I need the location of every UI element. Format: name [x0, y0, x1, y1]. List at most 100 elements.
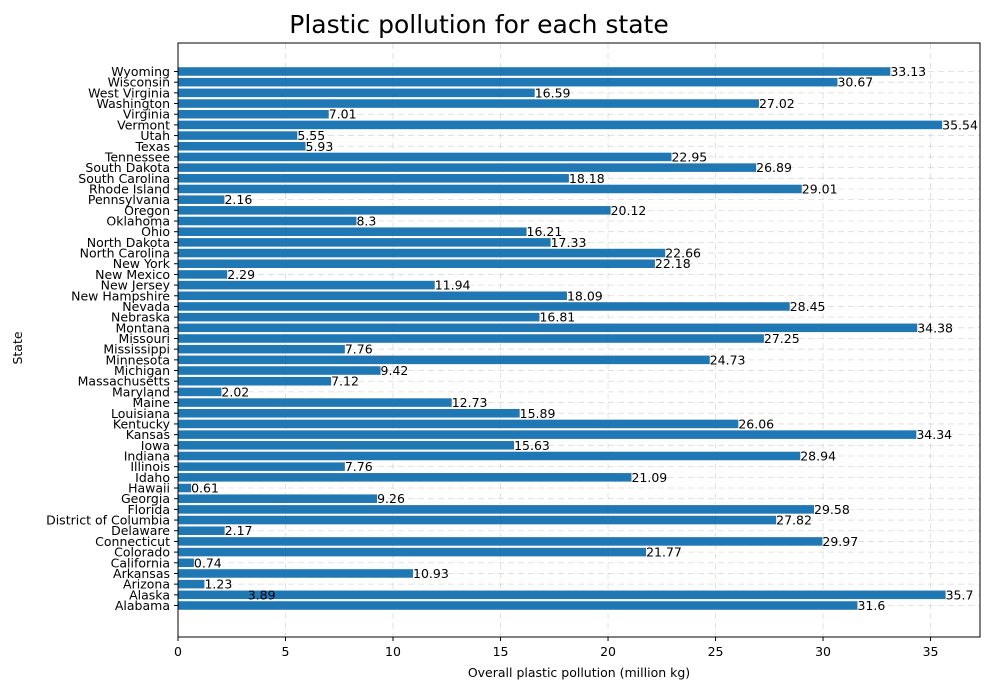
bar [178, 184, 802, 194]
y-tick-label: Rhode Island [89, 181, 170, 196]
data-label: 27.82 [776, 513, 812, 528]
data-label: 11.94 [435, 278, 471, 293]
data-label: 8.3 [356, 214, 376, 229]
data-label: 35.7 [946, 587, 974, 602]
y-tick-label: Utah [140, 128, 170, 143]
x-tick-label: 5 [282, 644, 290, 659]
bar [178, 408, 520, 418]
bar [178, 473, 632, 482]
data-label: 30.67 [837, 75, 873, 90]
data-label: 31.6 [857, 598, 885, 613]
y-tick-label: West Virginia [88, 85, 170, 100]
bar [178, 323, 918, 333]
bar [178, 206, 611, 215]
y-tick-label: New Hampshire [71, 288, 170, 303]
data-label: 7.76 [345, 342, 373, 357]
bar [178, 280, 435, 290]
data-label: 26.06 [738, 416, 774, 431]
y-tick-label: Iowa [141, 438, 170, 453]
y-tick-label: Tennessee [104, 149, 170, 164]
y-tick-label: Alabama [115, 598, 170, 613]
bar [178, 344, 345, 354]
plot-frame [177, 42, 981, 638]
y-tick-label: South Dakota [85, 160, 170, 175]
y-axis-label: State [10, 331, 25, 364]
bar [178, 216, 357, 226]
bar [178, 494, 378, 503]
data-label: 27.02 [759, 96, 795, 111]
data-label: 7.01 [329, 107, 357, 122]
bar [178, 462, 345, 471]
y-tick-label: South Carolina [78, 171, 170, 186]
data-label: 28.45 [790, 299, 826, 314]
data-label: 2.02 [221, 384, 249, 399]
y-tick-label: Ohio [141, 224, 170, 239]
y-tick-label: North Carolina [80, 246, 170, 261]
x-tick-label: 10 [385, 644, 401, 659]
bar [178, 558, 194, 568]
y-tick-label: New Mexico [95, 267, 170, 282]
bar [178, 387, 222, 397]
y-tick-label: Maryland [112, 384, 170, 399]
y-tick-label: Kentucky [113, 416, 171, 431]
bar [178, 227, 527, 236]
data-label: 29.58 [814, 502, 850, 517]
y-tick-label: North Dakota [87, 235, 170, 250]
y-tick-label: Texas [134, 139, 170, 154]
y-tick-label: Nevada [122, 299, 170, 314]
data-labels: 31.6 35.7 1.23 10.93 0.74 21.77 29.97 2.17 27.82… [191, 64, 978, 613]
bar [178, 430, 917, 439]
bar [178, 195, 225, 204]
data-label: 9.42 [381, 363, 409, 378]
bar [178, 451, 801, 461]
y-tick-label: Georgia [121, 491, 170, 506]
bar [178, 141, 306, 151]
data-label: 16.21 [527, 224, 563, 239]
bar [178, 109, 329, 119]
bar [178, 131, 298, 140]
bar [178, 569, 414, 578]
x-tick-label: 25 [708, 644, 724, 659]
data-label: 34.38 [917, 320, 953, 335]
data-label: 16.81 [539, 310, 575, 325]
y-tick-label: Maine [132, 395, 170, 410]
bar [178, 120, 943, 130]
y-tick-label: Vermont [117, 117, 170, 132]
y-tick-label: Minnesota [105, 352, 170, 367]
y-tick-label: Colorado [114, 545, 170, 560]
y-tick-label: Arkansas [113, 566, 170, 581]
y-tick-label: Florida [127, 502, 170, 517]
data-label: 5.55 [297, 128, 325, 143]
data-label: 16.59 [535, 85, 571, 100]
data-label: 2.16 [224, 192, 252, 207]
y-tick-label: Wyoming [111, 64, 170, 79]
data-label: 22.18 [655, 256, 691, 271]
bar [178, 590, 946, 600]
bar [178, 366, 381, 375]
data-label: 15.63 [514, 438, 550, 453]
y-tick-label: New Jersey [101, 278, 171, 293]
axes: AlabamaAlaskaArizonaArkansasCaliforniaCo… [46, 42, 981, 659]
x-tick-label: 30 [815, 644, 831, 659]
data-label: 27.25 [764, 331, 800, 346]
bar [178, 291, 567, 301]
x-tick-label: 20 [600, 644, 616, 659]
bar [178, 88, 535, 98]
data-label: 2.17 [225, 523, 253, 538]
bar [178, 441, 515, 450]
bar [178, 99, 759, 108]
data-label: 22.95 [671, 149, 707, 164]
bar [178, 547, 647, 557]
y-tick-label: Hawaii [128, 481, 170, 496]
data-label: 17.33 [551, 235, 587, 250]
y-tick-label: Michigan [114, 363, 170, 378]
data-label: 18.09 [567, 288, 603, 303]
y-tick-label: District of Columbia [46, 513, 170, 528]
data-label: 15.89 [520, 406, 556, 421]
data-label: 2.29 [227, 267, 255, 282]
bars [178, 67, 946, 610]
bar [178, 505, 815, 514]
x-tick-label: 35 [923, 644, 939, 659]
bar [178, 77, 838, 87]
